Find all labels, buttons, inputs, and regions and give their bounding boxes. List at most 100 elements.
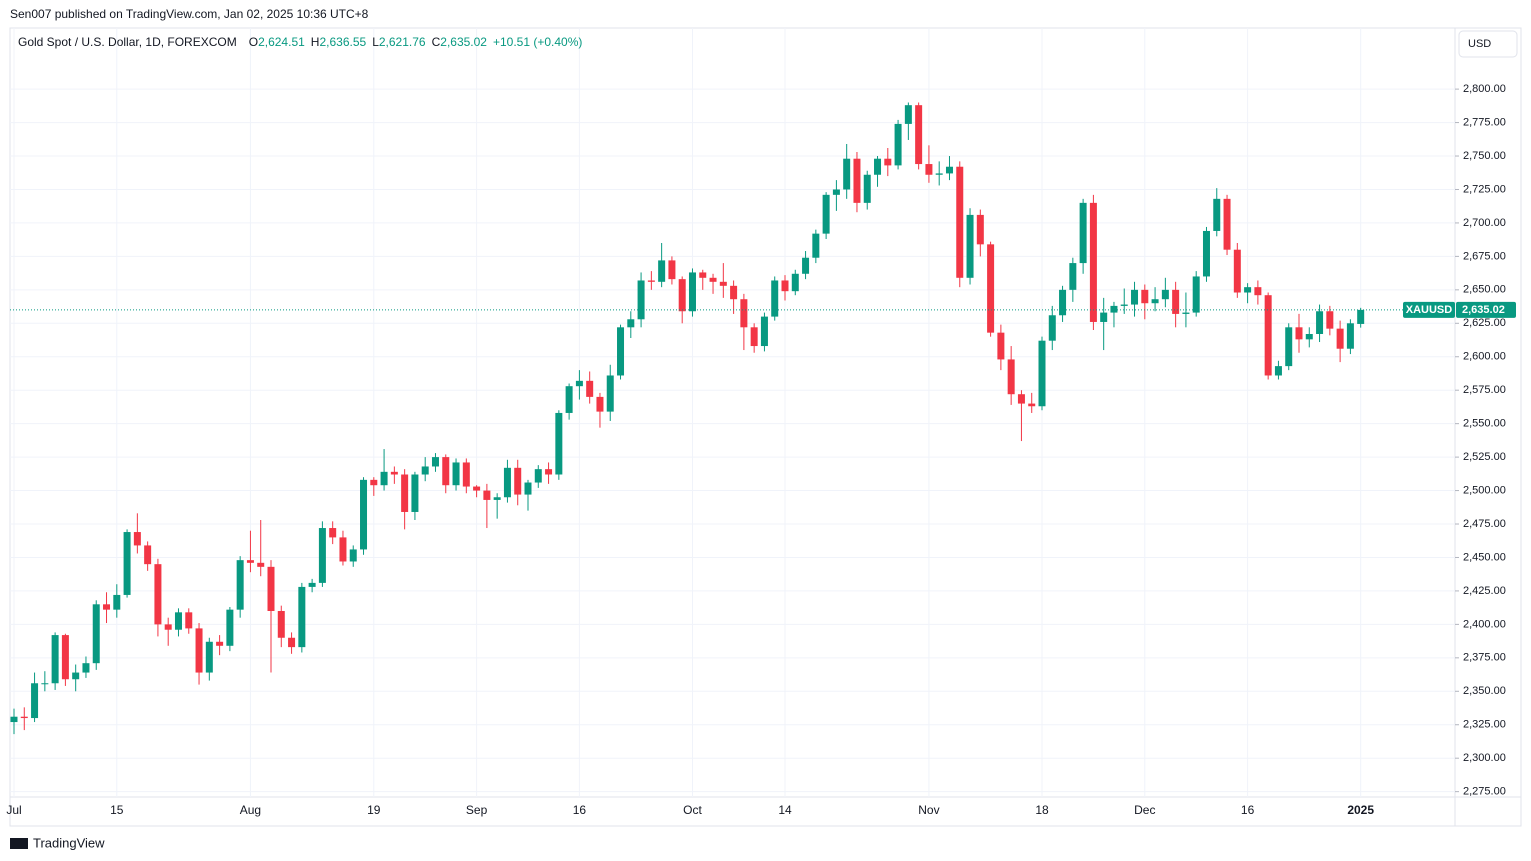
- candle-body: [298, 586, 306, 648]
- candle-body: [144, 545, 152, 565]
- y-tick-label: 2,400.00: [1463, 618, 1506, 630]
- candle-body: [41, 683, 49, 685]
- x-tick-label: 19: [367, 803, 381, 817]
- candle-body: [555, 412, 563, 475]
- symbol-tag-text: XAUUSD: [1406, 304, 1453, 316]
- y-tick-label: 2,750.00: [1463, 150, 1506, 162]
- candle-body: [493, 497, 501, 500]
- ohlc-key: L: [372, 35, 379, 49]
- candle-body: [771, 280, 779, 317]
- candle-body: [1295, 327, 1303, 340]
- candle-body: [72, 672, 80, 680]
- x-tick-label: 14: [778, 803, 792, 817]
- candle-body: [10, 716, 18, 723]
- candle-body: [658, 260, 666, 282]
- candle-body: [1182, 312, 1190, 314]
- y-tick-label: 2,500.00: [1463, 484, 1506, 496]
- candle-body: [1213, 198, 1221, 231]
- candle-body: [935, 173, 943, 175]
- candle-body: [133, 532, 141, 546]
- candle-body: [668, 260, 676, 280]
- candle-body: [226, 609, 234, 646]
- x-tick-label: 16: [1241, 803, 1255, 817]
- candle-body: [781, 280, 789, 292]
- candle-body: [246, 560, 254, 563]
- candle-body: [1089, 202, 1097, 322]
- candle-body: [1223, 198, 1231, 250]
- candle-body: [329, 528, 337, 538]
- publisher: Sen007 published on TradingView.com, Jan…: [10, 7, 369, 21]
- y-tick-label: 2,450.00: [1463, 551, 1506, 563]
- ohlc-value: 2,636.55: [319, 35, 367, 49]
- ohlc-key: H: [310, 35, 320, 49]
- symbol-tag: [1403, 301, 1455, 318]
- currency-box[interactable]: [1458, 30, 1518, 58]
- ohlc-key: O: [248, 35, 259, 49]
- x-tick-label: 2025: [1347, 803, 1374, 817]
- candle-body: [1079, 202, 1087, 264]
- y-tick-label: 2,325.00: [1463, 719, 1506, 731]
- frame: [9, 27, 1522, 827]
- candle-body: [976, 214, 984, 245]
- y-tick-label: 2,375.00: [1463, 652, 1506, 664]
- candle-body: [380, 471, 388, 486]
- candle-body: [750, 327, 758, 347]
- change: +10.51 (+0.40%): [492, 35, 583, 49]
- candle-body: [1264, 295, 1272, 376]
- candle-body: [267, 566, 275, 611]
- candle-body: [1192, 276, 1200, 313]
- currency: USD: [1468, 38, 1491, 50]
- candle-body: [945, 166, 953, 174]
- candle-body: [257, 562, 265, 567]
- x-tick-label: 15: [110, 803, 124, 817]
- candle-body: [719, 281, 727, 286]
- y-tick-label: 2,300.00: [1463, 752, 1506, 764]
- candle-body: [760, 316, 768, 347]
- candle-body: [277, 610, 285, 638]
- candle-body: [884, 158, 892, 166]
- candle-body: [503, 467, 511, 498]
- x-tick-label: Sep: [466, 803, 488, 817]
- candle-body: [195, 628, 203, 673]
- ohlc-value: 2,635.02: [440, 35, 487, 49]
- candle-body: [699, 272, 707, 278]
- candle-body: [113, 594, 121, 610]
- candle-body: [1316, 311, 1324, 334]
- candle-body: [740, 299, 748, 328]
- x-tick-label: Aug: [240, 803, 261, 817]
- logo: [10, 838, 28, 849]
- x-tick-label: 16: [573, 803, 587, 817]
- candle-body: [1274, 366, 1282, 376]
- candle-body: [20, 716, 28, 719]
- candle-body: [103, 604, 111, 610]
- candle-body: [874, 158, 882, 175]
- candle-body: [82, 663, 90, 673]
- candle-body: [92, 604, 100, 664]
- candle-body: [606, 375, 614, 412]
- candle-body: [524, 482, 532, 495]
- y-tick-label: 2,650.00: [1463, 284, 1506, 296]
- candle-body: [51, 635, 59, 684]
- candle-body: [1028, 403, 1036, 407]
- candle-body: [1100, 312, 1108, 322]
- y-tick-label: 2,800.00: [1463, 83, 1506, 95]
- candle-body: [1305, 333, 1313, 340]
- candle-body: [1038, 340, 1046, 407]
- candle-body: [678, 279, 686, 312]
- candle-body: [688, 272, 696, 312]
- candle-body: [360, 479, 368, 550]
- candle-body: [812, 233, 820, 258]
- candle-body: [174, 612, 182, 630]
- y-tick-label: 2,575.00: [1463, 384, 1506, 396]
- candle-body: [390, 471, 398, 475]
- y-tick-label: 2,525.00: [1463, 451, 1506, 463]
- candle-body: [987, 244, 995, 333]
- y-tick-label: 2,475.00: [1463, 518, 1506, 530]
- candle-body: [956, 166, 964, 278]
- candle-body: [966, 214, 974, 278]
- candle-body: [185, 612, 193, 629]
- x-tick-label: 18: [1035, 803, 1049, 817]
- candle-body: [123, 532, 131, 595]
